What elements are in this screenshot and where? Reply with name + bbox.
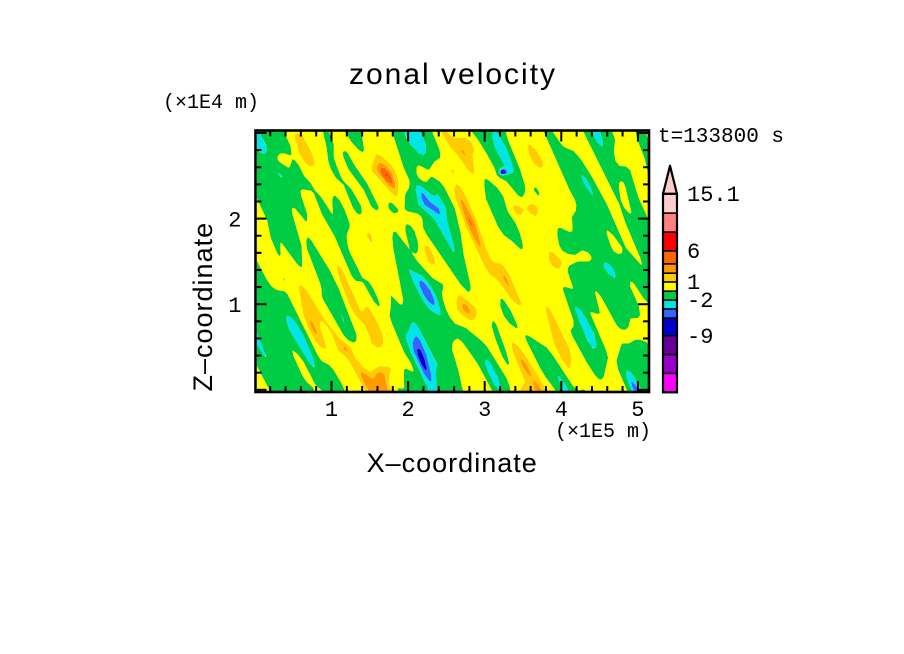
svg-text:4: 4 xyxy=(555,398,568,423)
svg-text:-2: -2 xyxy=(687,289,713,314)
svg-text:5: 5 xyxy=(631,398,644,423)
svg-text:Z–coordinate: Z–coordinate xyxy=(188,222,218,392)
svg-text:(×1E5 m): (×1E5 m) xyxy=(555,421,651,444)
svg-text:t=133800 s: t=133800 s xyxy=(658,126,784,149)
svg-text:X–coordinate: X–coordinate xyxy=(367,448,538,478)
svg-text:zonal velocity: zonal velocity xyxy=(349,58,557,91)
svg-text:-9: -9 xyxy=(687,325,713,350)
svg-text:1: 1 xyxy=(228,294,241,319)
svg-text:15.1: 15.1 xyxy=(687,183,740,208)
svg-text:3: 3 xyxy=(478,398,491,423)
svg-text:6: 6 xyxy=(687,240,700,265)
svg-text:2: 2 xyxy=(401,398,414,423)
svg-text:1: 1 xyxy=(325,398,338,423)
svg-text:2: 2 xyxy=(228,209,241,234)
svg-text:(×1E4 m): (×1E4 m) xyxy=(163,92,259,115)
